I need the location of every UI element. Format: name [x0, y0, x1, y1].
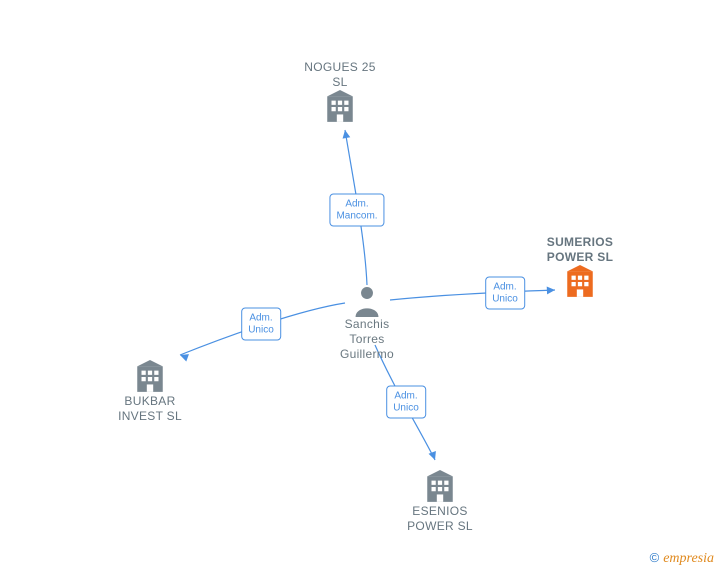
company-label: NOGUES 25 SL [285, 60, 395, 90]
company-label: BUKBAR INVEST SL [95, 394, 205, 424]
company-node-nogues[interactable]: NOGUES 25 SL [285, 60, 395, 124]
edge-label-esenios: Adm. Unico [386, 386, 426, 419]
watermark-text: empresia [663, 551, 714, 566]
edge-label-nogues: Adm. Mancom. [329, 194, 384, 227]
copyright-symbol: © [650, 550, 660, 565]
building-icon [285, 90, 395, 124]
edge-label-sumerios: Adm. Unico [485, 277, 525, 310]
center-node-label: Sanchis Torres Guillermo [312, 317, 422, 362]
center-node-person[interactable]: Sanchis Torres Guillermo [312, 285, 422, 362]
person-icon [312, 285, 422, 317]
company-node-esenios[interactable]: ESENIOS POWER SL [385, 470, 495, 534]
diagram-canvas: Sanchis Torres Guillermo ©empresia NOGUE… [0, 0, 728, 575]
arrowhead-icon [429, 451, 436, 460]
watermark: ©empresia [650, 550, 714, 567]
building-icon [525, 265, 635, 299]
company-node-bukbar[interactable]: BUKBAR INVEST SL [95, 360, 205, 424]
edge-label-bukbar: Adm. Unico [241, 308, 281, 341]
company-label: ESENIOS POWER SL [385, 504, 495, 534]
company-node-sumerios[interactable]: SUMERIOS POWER SL [525, 235, 635, 299]
arrowhead-icon [343, 130, 351, 139]
building-icon [95, 360, 205, 394]
company-label: SUMERIOS POWER SL [525, 235, 635, 265]
building-icon [385, 470, 495, 504]
